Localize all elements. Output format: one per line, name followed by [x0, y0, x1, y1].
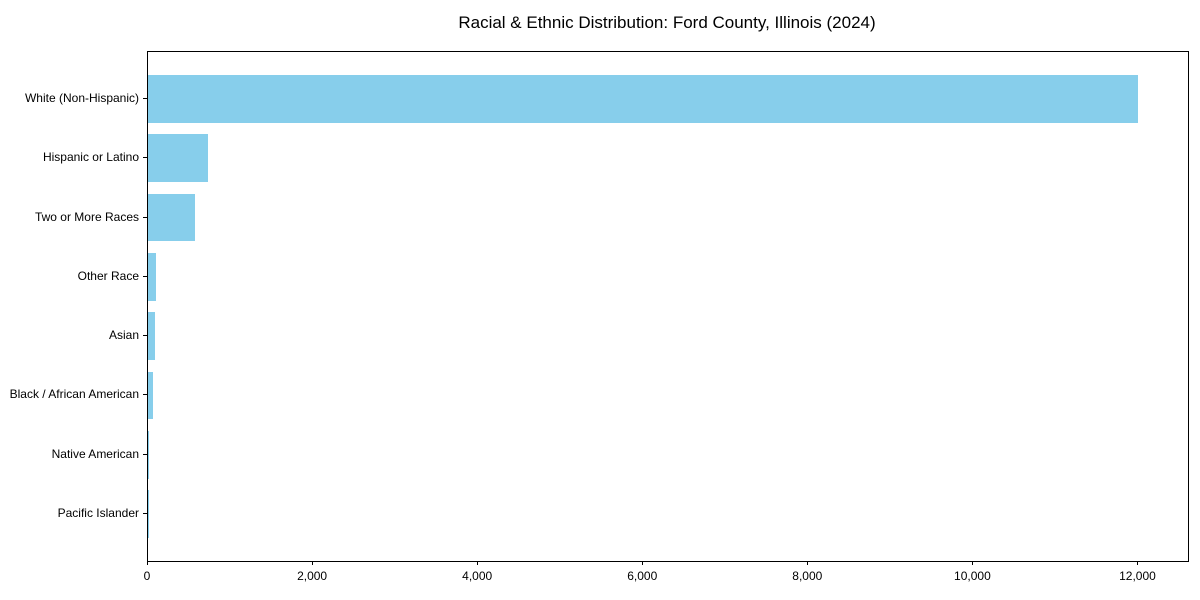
- x-tick-label-6000: 6,000: [627, 569, 658, 583]
- bar-black-african-american: [148, 371, 154, 420]
- y-tick-mark: [143, 513, 147, 515]
- bar-hispanic-or-latino: [148, 134, 209, 182]
- y-tick-label-two-or-more-races: Two or More Races: [34, 209, 139, 224]
- y-tick-mark: [143, 97, 147, 99]
- plot-area: [147, 51, 1189, 562]
- chart-title: Racial & Ethnic Distribution: Ford Count…: [458, 13, 876, 32]
- y-tick-label-native-american: Native American: [51, 446, 139, 461]
- bar-white-non-hispanic: [148, 75, 1138, 123]
- y-tick-label-other-race: Other Race: [77, 268, 139, 283]
- y-tick-mark: [143, 275, 147, 277]
- x-tick-label-2000: 2,000: [297, 569, 328, 583]
- y-tick-label-hispanic-or-latino: Hispanic or Latino: [42, 150, 139, 165]
- y-tick-label-black-african-american: Black / African American: [9, 387, 139, 402]
- x-tick-label-0: 0: [143, 569, 151, 583]
- y-tick-label-asian: Asian: [108, 328, 139, 343]
- x-tick-label-10000: 10,000: [954, 569, 991, 583]
- bar-other-race: [148, 253, 156, 301]
- x-tick-label-8000: 8,000: [792, 569, 823, 583]
- x-tick-mark: [642, 561, 644, 565]
- y-tick-mark: [143, 216, 147, 218]
- bar-asian: [148, 312, 155, 360]
- y-tick-mark: [143, 157, 147, 159]
- y-tick-mark: [143, 335, 147, 337]
- x-tick-mark: [972, 561, 974, 565]
- x-tick-label-4000: 4,000: [462, 569, 493, 583]
- x-tick-mark: [312, 561, 314, 565]
- x-tick-mark: [147, 561, 148, 565]
- y-tick-label-white-non-hispanic: White (Non-Hispanic): [24, 90, 139, 105]
- y-tick-mark: [143, 394, 147, 396]
- y-tick-label-pacific-islander: Pacific Islander: [57, 506, 139, 521]
- x-tick-mark: [807, 561, 809, 565]
- y-tick-mark: [143, 453, 147, 455]
- x-tick-label-12000: 12,000: [1119, 569, 1156, 583]
- x-tick-mark: [477, 561, 479, 565]
- x-tick-mark: [1137, 561, 1139, 565]
- bar-two-or-more-races: [148, 193, 195, 242]
- bar-native-american: [148, 431, 149, 479]
